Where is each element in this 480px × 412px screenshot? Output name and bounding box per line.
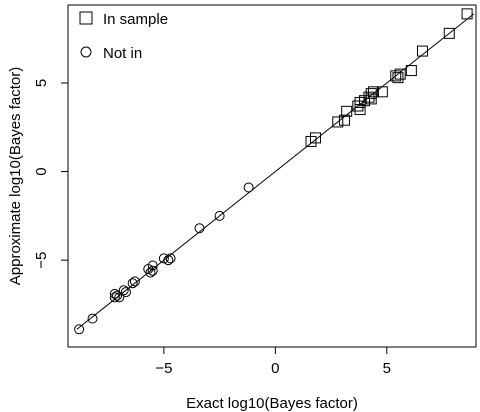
data-point-in-sample [338,114,350,126]
data-point-in-sample [390,70,402,82]
data-point-in-sample [309,132,321,144]
x-tick-label: 0 [271,360,279,377]
data-point-in-sample [392,72,404,84]
x-tick-label: −5 [155,360,172,377]
x-axis-title: Exact log10(Bayes factor) [186,395,358,412]
data-point-not-in [129,276,140,287]
data-point-in-sample [365,93,377,105]
data-point-in-sample [443,27,455,39]
chart-marks [74,8,475,335]
data-point-not-in [120,287,131,298]
data-point-not-in [158,253,169,264]
data-point-not-in [163,255,174,266]
data-point-not-in [165,253,176,264]
data-point-not-in [118,285,129,296]
data-point-in-sample [394,68,406,80]
data-point-in-sample [376,86,388,98]
data-point-in-sample [416,45,428,57]
legend-label-in-sample: In sample [103,11,168,28]
axis-ticks: −5 0 5 −5 0 5 [33,79,391,377]
data-point-in-sample [305,135,317,147]
data-point-not-in [143,264,154,275]
data-point-not-in [194,223,205,234]
data-point-not-in [243,182,254,193]
legend: In sample Not in [79,11,168,62]
data-point-in-sample [341,105,353,117]
y-axis-title: Approximate log10(Bayes factor) [7,67,24,285]
data-point-not-in [74,324,85,335]
data-point-in-sample [354,104,366,116]
legend-circle-marker [80,46,92,58]
data-point-in-sample [461,8,473,20]
legend-square-marker [79,11,93,25]
y-tick-label: 5 [33,79,50,87]
reference-line [76,13,475,330]
data-point-in-sample [354,96,366,108]
legend-label-not-in: Not in [103,45,142,62]
y-tick-label: −5 [33,252,50,269]
data-point-not-in [214,210,225,221]
plot-frame [67,4,477,348]
data-point-not-in [112,290,123,301]
data-point-in-sample [352,100,364,112]
data-point-not-in [147,265,158,276]
data-point-not-in [109,288,120,299]
data-point-not-in [127,278,138,289]
x-tick-label: 5 [383,360,391,377]
data-point-in-sample [332,116,344,128]
data-point-in-sample [405,65,417,77]
data-point-not-in [109,292,120,303]
y-tick-label: 0 [33,167,50,175]
data-point-not-in [87,313,98,324]
